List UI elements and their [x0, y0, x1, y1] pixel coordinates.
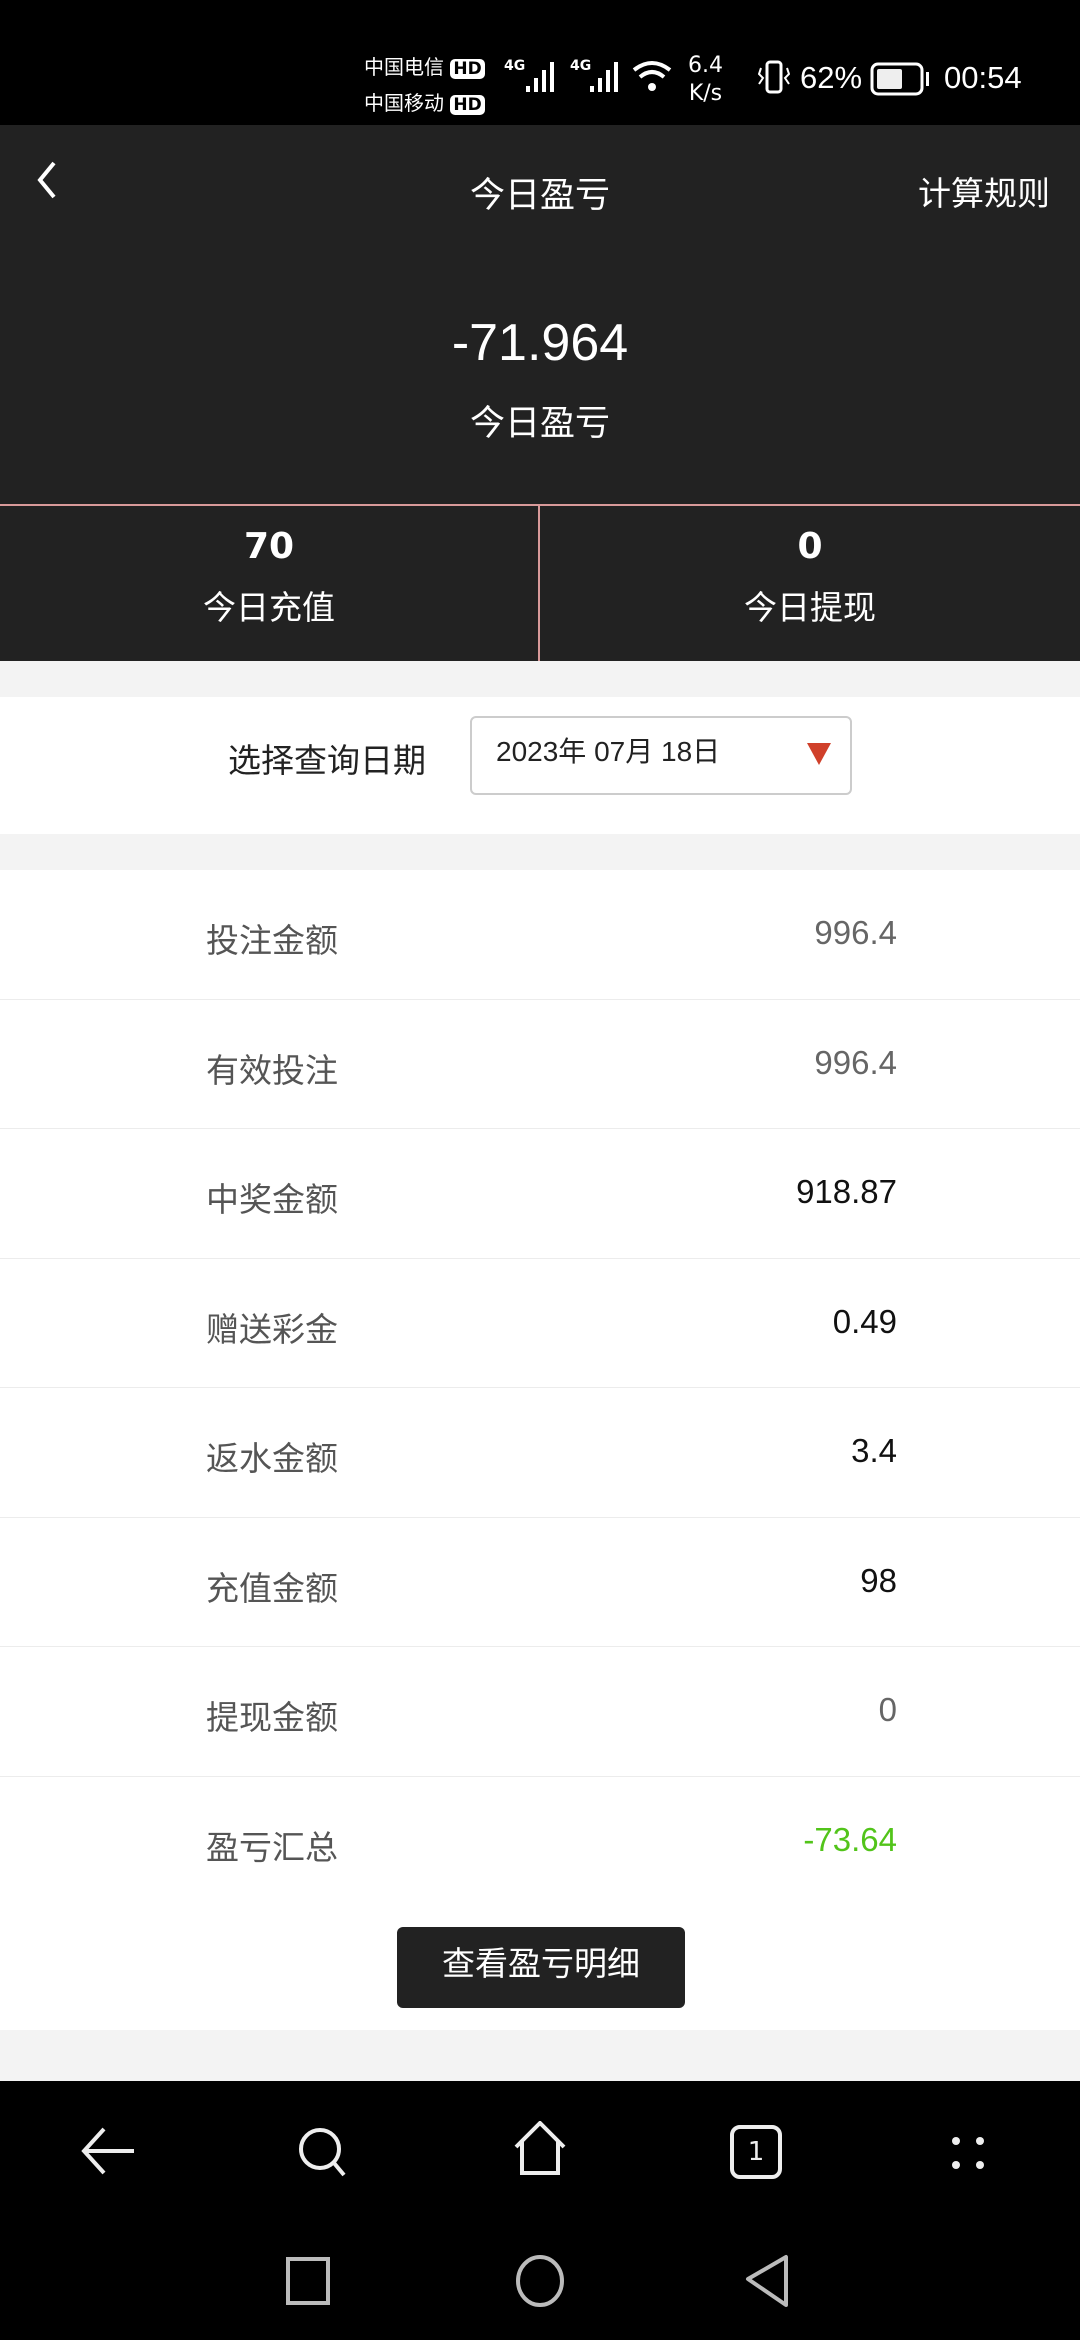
page-header: 今日盈亏 计算规则 -71.964 今日盈亏	[0, 125, 1080, 504]
summary-row: 充值金额 98	[0, 1518, 1080, 1647]
summary-row: 盈亏汇总 -73.64	[0, 1777, 1080, 1906]
row-label: 返水金额	[206, 1439, 338, 1478]
page-title: 今日盈亏	[469, 176, 610, 216]
carriers: 中国电信 HD 中国移动 HD	[364, 50, 485, 122]
today-profit-label: 今日盈亏	[469, 404, 610, 444]
stat-label: 今日提现	[744, 588, 876, 627]
row-value: 996.4	[814, 914, 897, 951]
status-bar: 中国电信 HD 中国移动 HD 4G 4G 6.4 K/s 62% 00:54	[0, 0, 1080, 125]
date-query-section: 选择查询日期 2023年 07月 18日	[0, 697, 1080, 834]
date-value: 2023年 07月 18日	[496, 736, 721, 767]
summary-row: 返水金额 3.4	[0, 1388, 1080, 1518]
row-value: 98	[860, 1561, 897, 1599]
row-label: 中奖金额	[206, 1180, 338, 1219]
summary-list: 投注金额 996.4 有效投注 996.4 中奖金额 918.87 赠送彩金 0.49 返水金额…	[0, 870, 1080, 1906]
date-select[interactable]: 2023年 07月 18日	[470, 716, 852, 795]
stat-withdraw: 0 今日提现	[540, 506, 1080, 661]
system-back-icon[interactable]	[742, 2253, 792, 2309]
row-value: 918.87	[796, 1173, 897, 1210]
view-profit-detail-button[interactable]: 查看盈亏明细	[397, 1927, 685, 2008]
row-label: 盈亏汇总	[206, 1827, 338, 1867]
stat-recharge: 70 今日充值	[0, 506, 540, 661]
row-value: 0	[878, 1691, 897, 1728]
tabs-icon[interactable]: 1	[730, 2125, 782, 2179]
dropdown-triangle-icon	[807, 743, 831, 765]
row-label: 有效投注	[206, 1050, 338, 1090]
vibrate-icon	[758, 60, 790, 94]
detail-button-section: 查看盈亏明细	[0, 1903, 1080, 2030]
signal-icon	[590, 62, 618, 92]
menu-dots-icon[interactable]	[948, 2131, 988, 2175]
clock: 00:54	[944, 60, 1022, 95]
row-label: 赠送彩金	[206, 1309, 338, 1349]
row-value: 3.4	[851, 1432, 897, 1469]
row-label: 提现金额	[206, 1698, 338, 1737]
summary-row: 有效投注 996.4	[0, 1000, 1080, 1129]
stat-value: 70	[243, 526, 295, 567]
hd-badge: HD	[450, 59, 485, 79]
row-label: 充值金额	[206, 1568, 338, 1608]
date-query-label: 选择查询日期	[228, 741, 426, 780]
battery-percent: 62%	[800, 60, 863, 95]
signal-icon	[526, 62, 554, 92]
row-value: 996.4	[814, 1043, 897, 1081]
network-type-1: 4G	[504, 58, 526, 74]
summary-row: 投注金额 996.4	[0, 870, 1080, 1000]
browser-navigation: 1	[0, 2081, 1080, 2340]
summary-row: 提现金额 0	[0, 1647, 1080, 1777]
back-icon[interactable]	[34, 159, 60, 201]
wifi-icon	[632, 61, 672, 91]
network-speed: 6.4 K/s	[688, 53, 723, 106]
recent-apps-icon[interactable]	[284, 2255, 334, 2307]
stat-value: 0	[797, 526, 823, 567]
browser-back-icon[interactable]	[80, 2125, 136, 2177]
summary-row: 赠送彩金 0.49	[0, 1259, 1080, 1388]
row-value: -73.64	[803, 1820, 897, 1858]
stats-row: 70 今日充值 0 今日提现	[0, 504, 1080, 661]
system-home-icon[interactable]	[512, 2253, 568, 2309]
calculation-rules-link[interactable]: 计算规则	[918, 174, 1050, 213]
stat-label: 今日充值	[203, 588, 335, 627]
battery-icon	[870, 62, 929, 96]
carrier-1: 中国电信	[364, 55, 444, 79]
row-value: 0.49	[832, 1302, 897, 1340]
summary-row: 中奖金额 918.87	[0, 1129, 1080, 1259]
network-type-2: 4G	[570, 58, 592, 74]
carrier-2: 中国移动	[364, 91, 444, 115]
today-profit-amount: -71.964	[451, 314, 629, 372]
search-icon[interactable]	[296, 2125, 352, 2181]
hd-badge: HD	[450, 95, 485, 115]
home-icon[interactable]	[512, 2121, 568, 2177]
row-label: 投注金额	[206, 921, 338, 960]
